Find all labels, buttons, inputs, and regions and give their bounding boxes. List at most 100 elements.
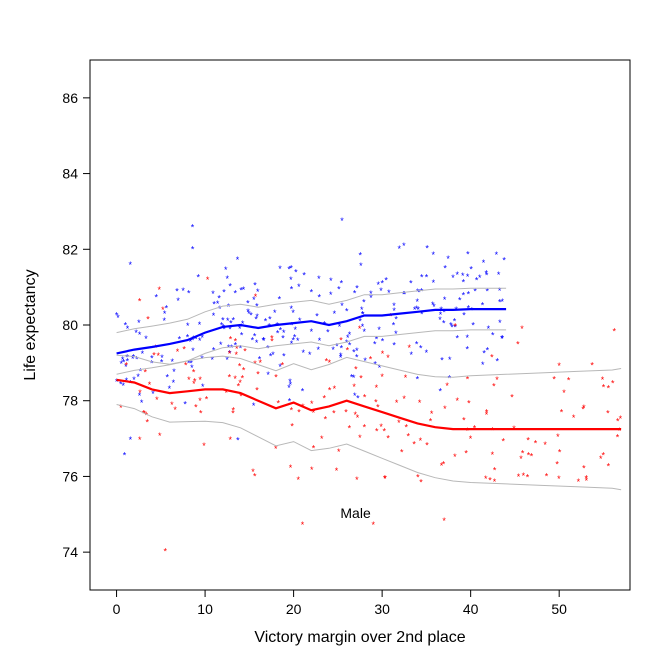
scatter-point: * [470,306,474,316]
scatter-point: * [465,426,469,436]
scatter-point: * [453,452,457,462]
scatter-point: * [602,383,606,393]
scatter-point: * [416,473,420,483]
scatter-point: * [326,327,330,337]
scatter-point: * [381,349,385,359]
scatter-point: * [243,346,247,356]
scatter-point: * [310,327,314,337]
scatter-point: * [187,288,191,298]
scatter-point: * [344,407,348,417]
scatter-point: * [205,395,209,405]
scatter-point: * [254,292,258,302]
y-tick-label: 78 [62,393,78,409]
scatter-point: * [191,346,195,356]
scatter-point: * [115,310,119,320]
scatter-point: * [227,302,231,312]
scatter-point: * [144,334,148,344]
x-tick-label: 40 [463,601,479,617]
scatter-point: * [318,292,322,302]
scatter-point: * [345,306,349,316]
scatter-point: * [619,414,623,424]
scatter-point: * [439,387,443,397]
scatter-point: * [358,433,362,443]
scatter-point: * [139,366,143,376]
scatter-point: * [521,448,525,458]
scatter-point: * [467,289,471,299]
scatter-point: * [255,386,259,396]
scatter-point: * [520,324,524,334]
scatter-point: * [255,312,259,322]
scatter-point: * [375,383,379,393]
x-tick-label: 50 [551,601,567,617]
scatter-point: * [419,436,423,446]
scatter-point: * [556,432,560,442]
scatter-point: * [409,278,413,288]
scatter-point: * [253,471,257,481]
scatter-point: * [405,422,409,432]
scatter-point: * [129,435,133,445]
x-tick-label: 0 [113,601,121,617]
scatter-point: * [170,357,174,367]
scatter-point: * [354,410,358,420]
scatter-point: * [197,272,201,282]
scatter-point: * [232,405,236,415]
scatter-point: * [407,432,411,442]
scatter-point: * [271,350,275,360]
scatter-point: * [191,244,195,254]
scatter-point: * [228,372,232,382]
y-tick-label: 76 [62,468,78,484]
scatter-point: * [582,463,586,473]
scatter-point: * [590,360,594,370]
scatter-point: * [386,434,390,444]
scatter-point: * [124,320,128,330]
scatter-point: * [464,449,468,459]
scatter-point: * [495,375,499,385]
scatter-point: * [498,318,502,328]
scatter-point: * [386,353,390,363]
scatter-point: * [202,441,206,451]
scatter-point: * [495,250,499,260]
scatter-point: * [440,461,444,471]
scatter-point: * [160,353,164,363]
scatter-point: * [236,436,240,446]
scatter-point: * [293,325,297,335]
scatter-point: * [394,329,398,339]
scatter-point: * [229,335,233,345]
scatter-point: * [331,345,335,355]
scatter-point: * [611,378,615,388]
scatter-point: * [516,340,520,350]
scatter-point: * [328,358,332,368]
scatter-point: * [228,282,232,292]
scatter-point: * [430,409,434,419]
scatter-point: * [138,388,142,398]
scatter-point: * [488,476,492,486]
scatter-point: * [456,270,460,280]
scatter-point: * [270,336,274,346]
scatter-point: * [264,316,268,326]
x-axis-label: Victory margin over 2nd place [254,629,465,646]
scatter-point: * [398,244,402,254]
scatter-point: * [289,463,293,473]
scatter-point: * [310,399,314,409]
scatter-point: * [363,423,367,433]
scatter-point: * [420,272,424,282]
scatter-point: * [555,459,559,469]
y-axis-label: Life expectancy [22,269,39,380]
scatter-point: * [445,381,449,391]
scatter-point: * [381,336,385,346]
scatter-point: * [380,372,384,382]
scatter-point: * [425,441,429,451]
scatter-point: * [607,383,611,393]
scatter-point: * [268,315,272,325]
scatter-point: * [526,473,530,483]
scatter-point: * [328,386,332,396]
scatter-point: * [290,284,294,294]
scatter-point: * [492,381,496,391]
scatter-point: * [584,473,588,483]
scatter-point: * [289,275,293,285]
scatter-point: * [431,250,435,260]
scatter-point: * [403,290,407,300]
scatter-point: * [198,375,202,385]
scatter-point: * [229,435,233,445]
scatter-point: * [599,454,603,464]
